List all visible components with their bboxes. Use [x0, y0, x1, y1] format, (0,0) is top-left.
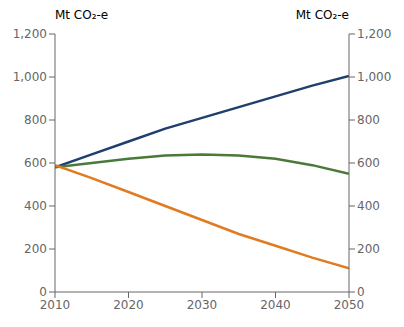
svg-text:200: 200 — [357, 242, 380, 256]
svg-text:1,200: 1,200 — [13, 27, 47, 41]
svg-text:2040: 2040 — [260, 298, 291, 312]
svg-text:2050: 2050 — [334, 298, 365, 312]
svg-text:800: 800 — [357, 113, 380, 127]
svg-text:600: 600 — [357, 156, 380, 170]
svg-text:1,000: 1,000 — [13, 70, 47, 84]
svg-text:1,200: 1,200 — [357, 27, 391, 41]
svg-text:600: 600 — [24, 156, 47, 170]
svg-text:2010: 2010 — [40, 298, 71, 312]
svg-text:200: 200 — [24, 242, 47, 256]
svg-text:400: 400 — [357, 199, 380, 213]
svg-text:2030: 2030 — [187, 298, 218, 312]
svg-text:400: 400 — [24, 199, 47, 213]
svg-text:1,000: 1,000 — [357, 70, 391, 84]
svg-text:0: 0 — [357, 285, 365, 299]
svg-text:800: 800 — [24, 113, 47, 127]
svg-text:0: 0 — [39, 285, 47, 299]
html-text:Mt CO₂-e: Mt CO₂-e — [55, 8, 109, 22]
html-text:Mt CO₂-e: Mt CO₂-e — [295, 8, 349, 22]
svg-text:2020: 2020 — [113, 298, 144, 312]
